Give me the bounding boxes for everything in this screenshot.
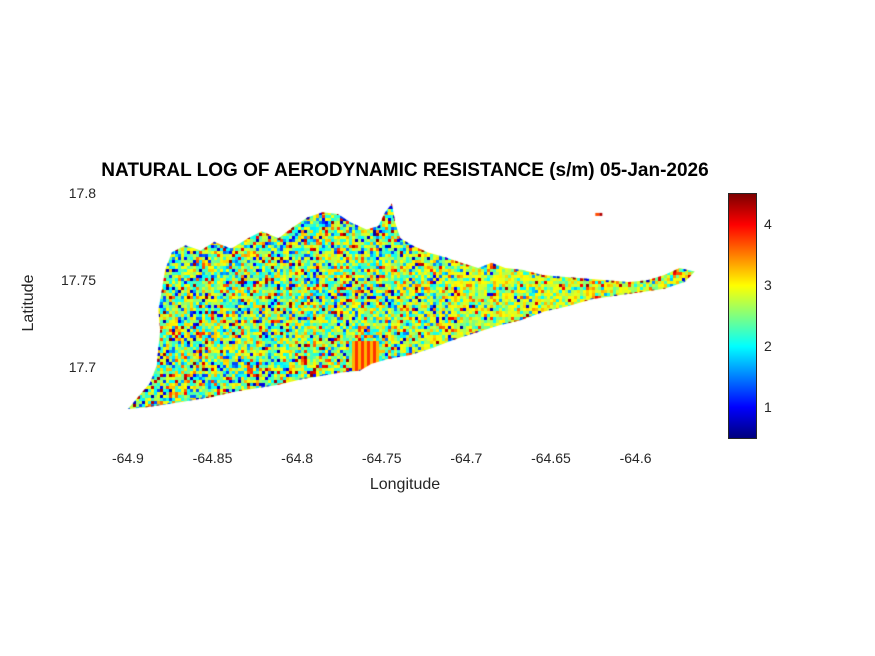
y-tick-label: 17.8: [68, 185, 96, 201]
y-tick-label: 17.75: [60, 272, 96, 289]
x-tick-label: -64.8: [281, 450, 314, 466]
y-axis-label: Latitude: [20, 274, 37, 332]
chart-title: NATURAL LOG OF AERODYNAMIC RESISTANCE (s…: [101, 160, 709, 181]
x-tick-label: -64.75: [361, 450, 402, 466]
x-tick-label: -64.6: [619, 450, 652, 466]
x-tick-label: -64.85: [192, 450, 233, 466]
x-tick-label: -64.9: [111, 450, 144, 466]
colorbar-tick-label: 1: [764, 398, 772, 415]
colorbar-tick-label: 2: [764, 337, 772, 354]
x-tick-label: -64.7: [450, 450, 483, 466]
heatmap-canvas: [100, 193, 710, 437]
colorbar-tick-label: 4: [764, 215, 772, 232]
colorbar-tick-label: 3: [764, 276, 772, 293]
colorbar: [728, 193, 757, 439]
y-tick-label: 17.7: [68, 359, 96, 376]
x-axis-label: Longitude: [369, 476, 441, 493]
x-tick-label: -64.65: [531, 450, 571, 466]
